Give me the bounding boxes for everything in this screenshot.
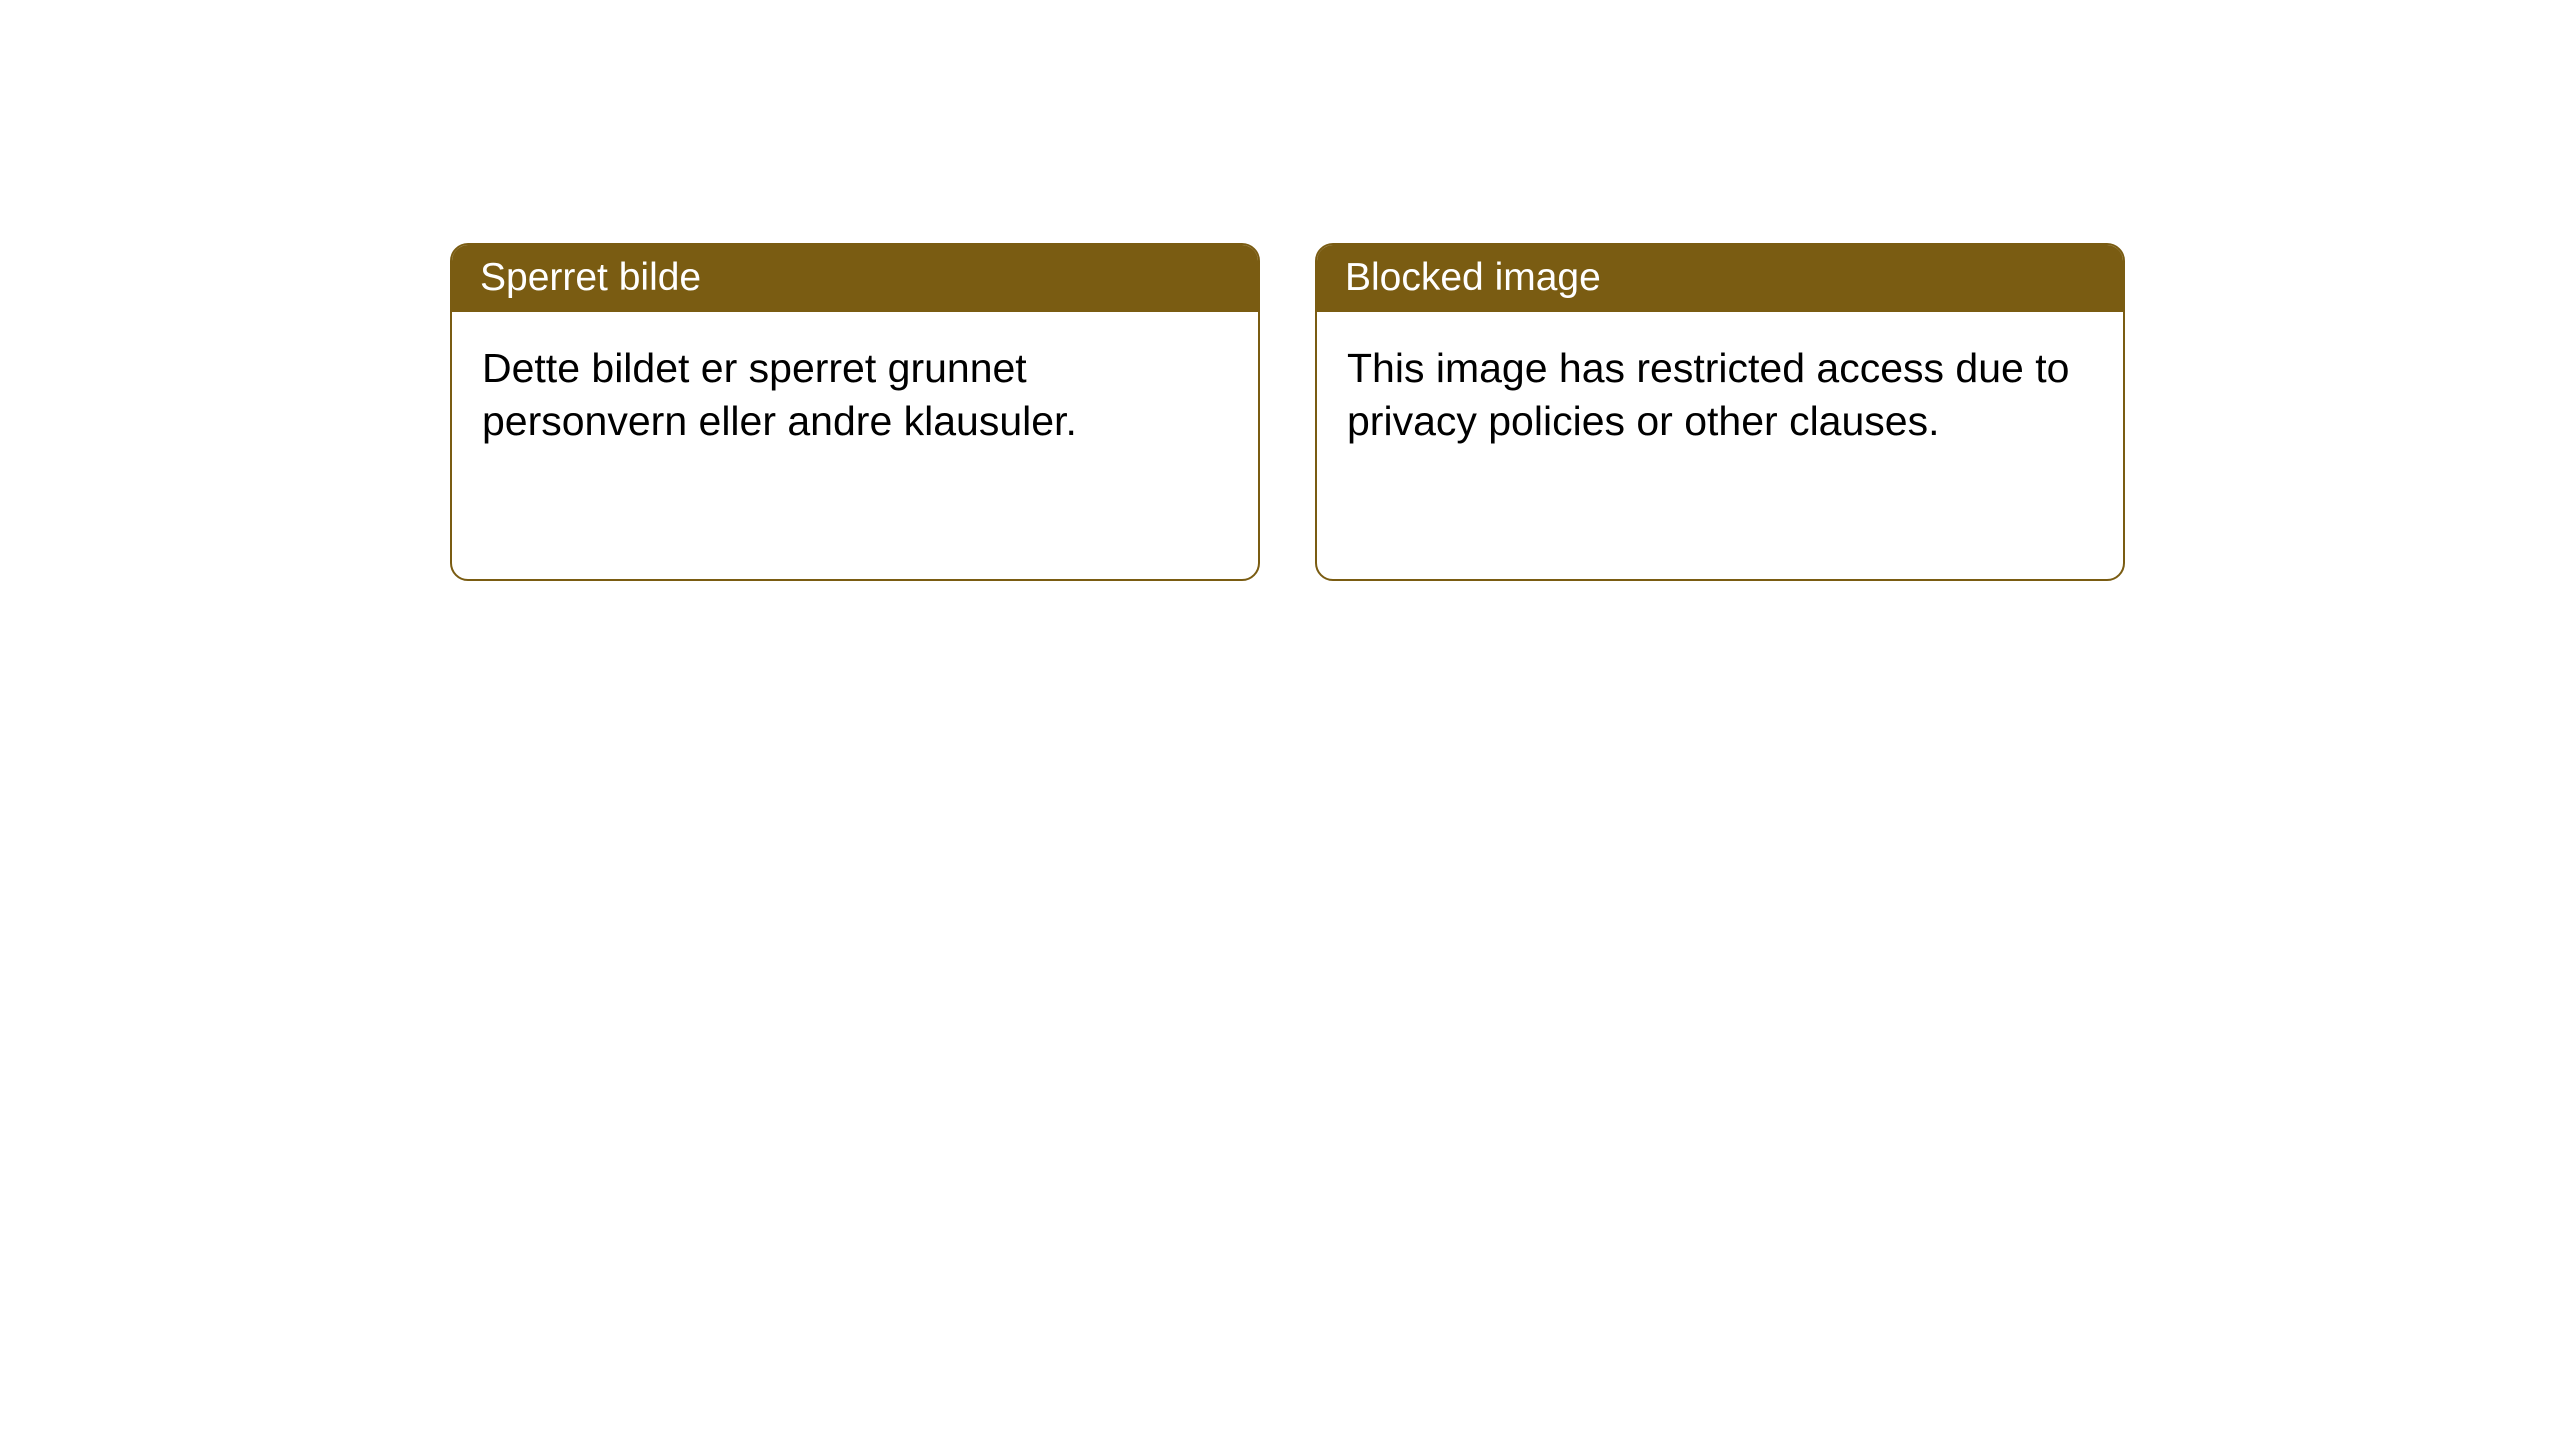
notice-body: Dette bildet er sperret grunnet personve… xyxy=(452,312,1258,479)
notice-header: Sperret bilde xyxy=(452,245,1258,312)
notice-cards-container: Sperret bilde Dette bildet er sperret gr… xyxy=(450,243,2125,581)
notice-card-english: Blocked image This image has restricted … xyxy=(1315,243,2125,581)
notice-body: This image has restricted access due to … xyxy=(1317,312,2123,479)
notice-header: Blocked image xyxy=(1317,245,2123,312)
notice-card-norwegian: Sperret bilde Dette bildet er sperret gr… xyxy=(450,243,1260,581)
